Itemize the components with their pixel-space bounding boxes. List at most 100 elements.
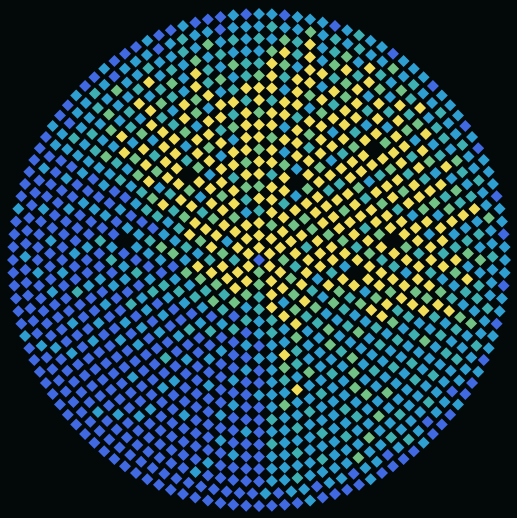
cell (194, 191, 206, 203)
cell (94, 425, 106, 437)
cell (241, 275, 253, 287)
cell (266, 70, 278, 82)
cell (205, 267, 217, 279)
cell (157, 309, 169, 321)
cell (291, 48, 303, 60)
cell (93, 346, 105, 358)
cell (43, 151, 55, 163)
cell (121, 345, 133, 357)
cell (310, 207, 322, 219)
cell (227, 134, 239, 146)
cell (119, 273, 131, 285)
cell (215, 11, 227, 23)
cell (370, 128, 382, 140)
cell (177, 59, 189, 71)
cell (303, 353, 315, 365)
cell (20, 238, 32, 250)
cell (218, 289, 230, 301)
cell (278, 159, 290, 171)
cell (423, 156, 435, 168)
cell (103, 400, 115, 412)
cell (106, 267, 118, 279)
cell (109, 323, 121, 335)
cell (285, 236, 297, 248)
cell (253, 266, 265, 278)
cell (167, 403, 179, 415)
cell (133, 410, 145, 422)
cell (227, 412, 239, 424)
cell (101, 415, 113, 427)
cell (75, 386, 87, 398)
cell (127, 371, 139, 383)
cell (227, 71, 239, 83)
cell (266, 376, 278, 388)
cell (155, 254, 167, 266)
cell (413, 248, 425, 260)
cell (215, 384, 227, 396)
cell (72, 359, 84, 371)
cell (290, 332, 302, 344)
cell (52, 197, 64, 209)
cell (376, 198, 388, 210)
cell (130, 254, 142, 266)
cell (474, 241, 486, 253)
cell (405, 93, 417, 105)
cell (370, 292, 382, 304)
cell (45, 273, 57, 285)
cell (182, 339, 194, 351)
cell (215, 48, 227, 60)
cell (348, 229, 360, 241)
cell (180, 140, 192, 152)
cell (384, 91, 396, 103)
cell (240, 463, 252, 475)
cell (202, 457, 214, 469)
cell (266, 119, 278, 131)
cell (446, 292, 458, 304)
cell (229, 282, 241, 294)
cell (23, 166, 35, 178)
cell (190, 401, 202, 413)
cell (381, 180, 393, 192)
cell (364, 62, 376, 74)
cell (215, 36, 227, 48)
cell (98, 329, 110, 341)
cell (498, 280, 510, 292)
cell (202, 469, 214, 481)
cell (439, 191, 451, 203)
cell (175, 314, 187, 326)
cell (34, 366, 46, 378)
cell (361, 105, 373, 117)
cell (466, 131, 478, 143)
cell (74, 299, 86, 311)
cell (227, 34, 239, 46)
cell (315, 388, 327, 400)
cell (312, 191, 324, 203)
cell (453, 375, 465, 387)
cell (278, 349, 290, 361)
cell (61, 365, 73, 377)
cell (253, 303, 265, 315)
cell (277, 226, 289, 238)
cell (85, 216, 97, 228)
cell (192, 346, 204, 358)
cell (88, 437, 100, 449)
cell (210, 229, 222, 241)
cell (146, 389, 158, 401)
cell (154, 70, 166, 82)
cell (114, 204, 126, 216)
cell (388, 260, 400, 272)
cell (240, 132, 252, 144)
cell (285, 485, 297, 497)
cell (412, 118, 424, 130)
cell (337, 360, 349, 372)
cell (228, 336, 240, 348)
cell (304, 419, 316, 431)
cell (253, 229, 265, 241)
cell (215, 163, 227, 175)
cell (352, 438, 364, 450)
cell (184, 279, 196, 291)
cell (253, 365, 265, 377)
cell (437, 248, 449, 260)
cell (70, 419, 82, 431)
cell (446, 386, 458, 398)
